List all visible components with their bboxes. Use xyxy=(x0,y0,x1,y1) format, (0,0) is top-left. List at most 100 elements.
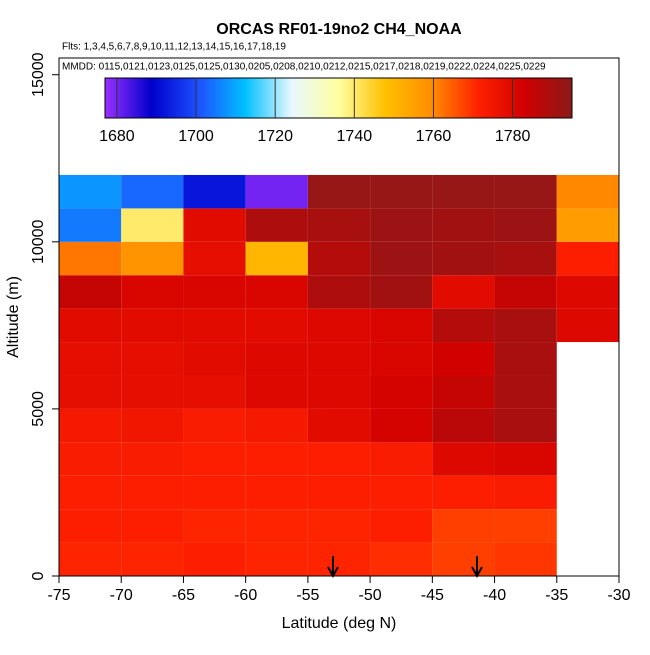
heat-cell xyxy=(59,208,122,242)
heat-cell xyxy=(307,208,371,242)
heat-cell xyxy=(183,475,246,510)
heat-cell xyxy=(370,241,433,276)
heat-cell xyxy=(59,342,122,376)
colorbar-tick-label: 1720 xyxy=(257,128,293,145)
heat-cell xyxy=(432,375,495,409)
heat-cell xyxy=(370,475,433,510)
heat-cell xyxy=(370,174,433,209)
x-tick-label: -30 xyxy=(607,587,630,604)
heat-cell xyxy=(494,475,557,510)
heat-cell xyxy=(121,408,184,443)
heat-cell xyxy=(59,442,122,476)
heat-cell xyxy=(370,509,433,543)
heat-cell xyxy=(307,509,371,543)
heat-cell xyxy=(494,174,557,209)
heat-cell xyxy=(307,308,371,343)
heat-cell xyxy=(59,241,122,276)
heat-cell xyxy=(307,241,371,276)
heat-cell xyxy=(59,308,122,343)
x-tick-label: -60 xyxy=(234,587,257,604)
heat-cell xyxy=(245,442,308,476)
heat-cell xyxy=(556,174,619,209)
heat-cell xyxy=(183,442,246,476)
heat-cell xyxy=(432,174,495,209)
heat-cell xyxy=(245,241,308,276)
heat-cell xyxy=(245,208,308,242)
heat-cell xyxy=(370,442,433,476)
heat-cell xyxy=(183,375,246,409)
heat-cell xyxy=(370,542,433,576)
heat-cell xyxy=(307,275,371,309)
x-tick-label: -55 xyxy=(296,587,319,604)
heat-cell xyxy=(245,408,308,443)
annotation: MMDD: 0115,0121,0123,0125,0125,0130,0205… xyxy=(62,62,546,73)
heat-cell xyxy=(183,241,246,276)
heat-cell xyxy=(121,509,184,543)
heat-cell xyxy=(245,174,308,209)
colorbar xyxy=(104,77,573,119)
heat-cell xyxy=(245,509,308,543)
heat-cell xyxy=(121,342,184,376)
heat-cell xyxy=(432,308,495,343)
heat-cell xyxy=(494,208,557,242)
heat-cell xyxy=(432,342,495,376)
plot-frame xyxy=(58,57,620,577)
heat-cell xyxy=(245,308,308,343)
x-tick-label: -50 xyxy=(359,587,382,604)
y-tick-label: 15000 xyxy=(30,52,47,97)
heat-cell xyxy=(494,275,557,309)
x-tick-label: -35 xyxy=(545,587,568,604)
heat-cell xyxy=(494,375,557,409)
colorbar-tick-label: 1700 xyxy=(178,128,214,145)
heat-cell xyxy=(121,442,184,476)
heat-cell xyxy=(121,308,184,343)
heat-cell xyxy=(245,342,308,376)
colorbar-tick-label: 1760 xyxy=(416,128,452,145)
heat-cell xyxy=(432,408,495,443)
heat-cell xyxy=(432,442,495,476)
heat-cell xyxy=(432,542,495,576)
heat-cell xyxy=(245,542,308,576)
heat-cell xyxy=(307,342,371,376)
heat-cell xyxy=(59,542,122,576)
heat-cell xyxy=(370,342,433,376)
heat-cell xyxy=(370,375,433,409)
heat-cell xyxy=(556,275,619,309)
heat-cell xyxy=(121,174,184,209)
heat-cell xyxy=(370,308,433,343)
heat-cell xyxy=(121,475,184,510)
chart-title: ORCAS RF01-19no2 CH4_NOAA xyxy=(216,21,462,38)
x-axis-label: Latitude (deg N) xyxy=(282,615,397,632)
x-tick-label: -70 xyxy=(110,587,133,604)
heat-cell xyxy=(556,241,619,276)
heat-cell xyxy=(183,342,246,376)
heat-cell xyxy=(121,208,184,242)
x-tick-label: -65 xyxy=(172,587,195,604)
heat-cell xyxy=(245,375,308,409)
heat-cell xyxy=(432,275,495,309)
heat-cell xyxy=(307,174,371,209)
heat-cell xyxy=(307,442,371,476)
heat-cell xyxy=(59,509,122,543)
heat-cell xyxy=(183,174,246,209)
y-tick-label: 5000 xyxy=(30,391,47,427)
heat-cell xyxy=(183,408,246,443)
heat-cell xyxy=(494,342,557,376)
heat-cell xyxy=(121,241,184,276)
heat-cell xyxy=(556,308,619,343)
x-tick-label: -45 xyxy=(421,587,444,604)
y-axis-label: Altitude (m) xyxy=(5,276,22,358)
heat-cell xyxy=(245,275,308,309)
subtitle: Flts: 1,3,4,5,6,7,8,9,10,11,12,13,14,15,… xyxy=(62,42,286,53)
heat-cell xyxy=(494,308,557,343)
heat-cell xyxy=(183,208,246,242)
heat-cell xyxy=(307,475,371,510)
x-tick-label: -40 xyxy=(483,587,506,604)
heat-cell xyxy=(121,275,184,309)
heat-cell xyxy=(494,442,557,476)
heat-cell xyxy=(307,375,371,409)
heat-cell xyxy=(59,174,122,209)
heat-cell xyxy=(370,275,433,309)
